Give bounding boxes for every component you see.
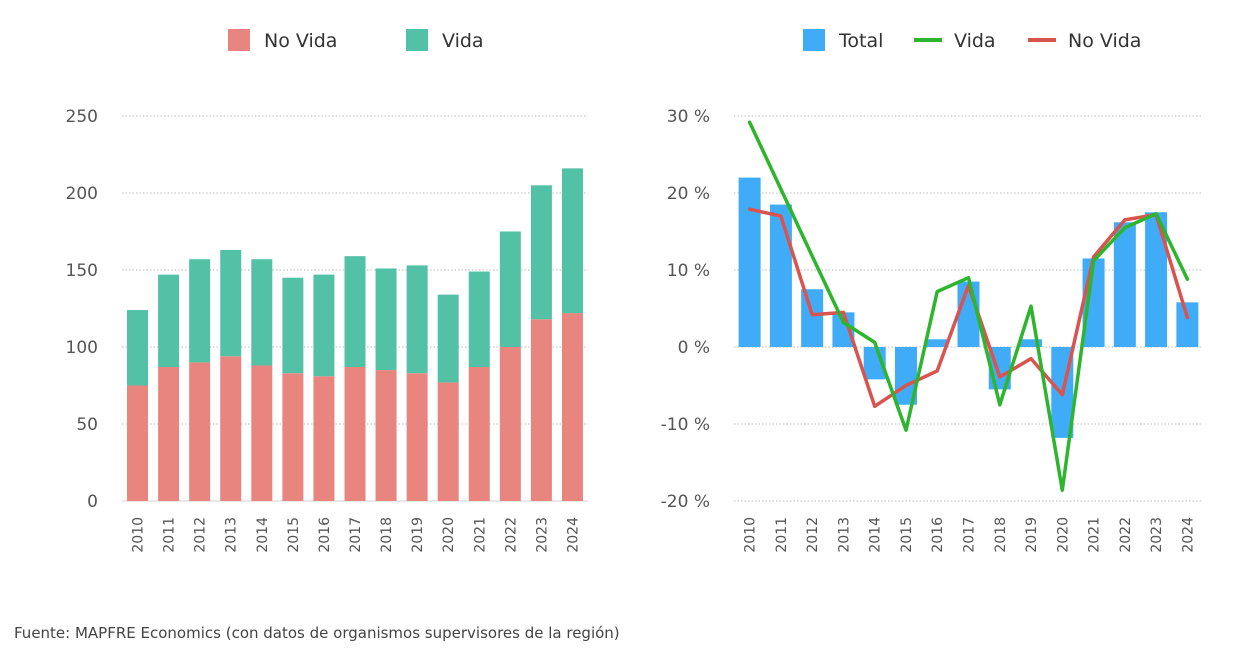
bar-vida [375, 268, 397, 371]
x-tick-label: 2010 [743, 517, 759, 553]
x-tick-label: 2022 [503, 517, 519, 553]
x-tick-label: 2011 [774, 517, 790, 553]
x-tick-label: 2015 [286, 517, 302, 553]
bar-no-vida [375, 370, 397, 501]
y-tick-label: -20 % [661, 492, 710, 512]
x-tick-label: 2014 [255, 517, 271, 553]
bar-vida [158, 274, 180, 368]
bar-no-vida [437, 382, 459, 501]
x-tick-label: 2013 [224, 517, 240, 553]
x-tick-label: 2010 [131, 517, 147, 553]
bar-no-vida [499, 347, 521, 501]
bar-total [1020, 339, 1043, 347]
y-tick-label: 100 [66, 338, 98, 358]
x-tick-label: 2024 [565, 517, 581, 553]
line-no-vida [747, 207, 1190, 409]
bar-vida [499, 231, 521, 347]
x-tick-label: 2018 [993, 517, 1009, 553]
source-note: Fuente: MAPFRE Economics (con datos de o… [14, 624, 620, 642]
x-tick-label: 2016 [930, 517, 946, 553]
bar-vida [251, 259, 273, 366]
x-tick-label: 2023 [534, 517, 550, 553]
bar-no-vida [406, 373, 428, 501]
x-tick-label: 2019 [410, 517, 426, 553]
x-tick-label: 2019 [1024, 517, 1040, 553]
y-tick-label: 0 % [678, 338, 710, 358]
bar-vida [406, 265, 428, 374]
x-tick-label: 2021 [472, 517, 488, 553]
x-tick-label: 2012 [193, 517, 209, 553]
y-tick-label: 250 [66, 107, 98, 127]
bar-vida [344, 256, 366, 368]
legend-swatch [406, 29, 428, 51]
bar-total [769, 204, 792, 347]
bar-no-vida [530, 319, 552, 501]
legend-swatch [228, 29, 250, 51]
bar-total [1145, 212, 1168, 347]
x-tick-label: 2021 [1087, 517, 1103, 553]
bar-no-vida [189, 362, 211, 501]
bar-no-vida [344, 367, 366, 501]
bar-no-vida [127, 385, 149, 501]
bar-no-vida [220, 356, 242, 501]
legend-label: Vida [954, 30, 996, 52]
x-tick-label: 2016 [317, 517, 333, 553]
x-tick-label: 2024 [1180, 517, 1196, 553]
y-tick-label: 10 % [667, 261, 710, 281]
x-tick-label: 2012 [805, 517, 821, 553]
bar-total [832, 312, 855, 347]
bar-vida [220, 249, 242, 357]
y-tick-label: 30 % [667, 107, 710, 127]
bar-no-vida [251, 365, 273, 501]
bar-vida [437, 294, 459, 383]
y-tick-label: 20 % [667, 184, 710, 204]
line-vida [747, 120, 1190, 492]
bar-vida [189, 259, 211, 363]
legend-label: No Vida [1068, 30, 1141, 52]
y-tick-label: 150 [66, 261, 98, 281]
legend-swatch-total [803, 29, 825, 51]
bar-total [738, 177, 761, 347]
x-tick-label: 2017 [962, 517, 978, 553]
x-tick-label: 2014 [868, 517, 884, 553]
y-tick-label: 50 [76, 415, 98, 435]
x-tick-label: 2020 [1055, 517, 1071, 553]
legend-label: No Vida [264, 30, 337, 52]
bar-vida [282, 277, 304, 374]
x-tick-label: 2022 [1118, 517, 1134, 553]
y-tick-label: 0 [87, 492, 98, 512]
growth-combo-chart: -20 % -10 % 0 % 10 % 20 % 30 % 2010 2011 2012 201… [661, 29, 1203, 553]
x-tick-label: 2020 [441, 517, 457, 553]
y-tick-label: -10 % [661, 415, 710, 435]
bar-no-vida [561, 313, 583, 501]
bar-vida [561, 168, 583, 314]
x-tick-label: 2011 [162, 517, 178, 553]
bar-total [1176, 302, 1199, 347]
bar-no-vida [313, 376, 335, 501]
bar-no-vida [468, 367, 490, 501]
bar-no-vida [158, 367, 180, 501]
bar-vida [127, 310, 149, 386]
bar-vida [530, 185, 552, 320]
stacked-bar-chart: 0 50 100 150 200 250 2010 2011 2012 2013 2014 2015 2… [66, 29, 588, 553]
x-tick-label: 2018 [379, 517, 395, 553]
legend-label: Vida [442, 30, 484, 52]
x-tick-label: 2015 [899, 517, 915, 553]
legend-label: Total [838, 30, 883, 52]
bar-no-vida [282, 373, 304, 501]
x-tick-label: 2013 [836, 517, 852, 553]
bar-vida [468, 271, 490, 368]
bar-vida [313, 274, 335, 377]
bar-total [926, 339, 949, 347]
y-tick-label: 200 [66, 184, 98, 204]
x-tick-label: 2023 [1149, 517, 1165, 553]
bar-total [801, 289, 824, 347]
x-tick-label: 2017 [348, 517, 364, 553]
bar-total [1113, 222, 1136, 347]
